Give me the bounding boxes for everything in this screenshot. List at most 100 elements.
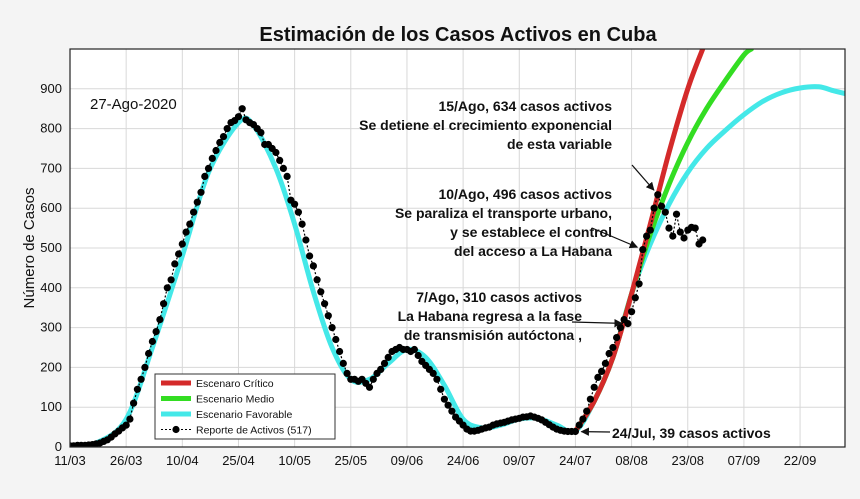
data-point <box>156 316 164 324</box>
data-point <box>343 369 351 377</box>
data-point <box>680 234 688 242</box>
data-point <box>193 198 201 206</box>
annotation: 15/Ago, 634 casos activos Se detiene el c… <box>359 98 655 191</box>
x-tick-label: 08/08 <box>615 453 648 468</box>
data-point <box>635 280 643 288</box>
data-point <box>291 200 299 208</box>
annotation-line: Se detiene el crecimiento exponencial <box>359 117 612 133</box>
x-tick-label: 10/04 <box>166 453 199 468</box>
data-point <box>616 324 625 332</box>
data-point <box>646 226 654 234</box>
data-point <box>365 383 374 391</box>
y-tick-label: 600 <box>40 200 62 215</box>
data-point <box>448 407 456 415</box>
data-point <box>433 375 441 383</box>
x-tick-label: 10/05 <box>278 453 311 468</box>
data-point <box>279 164 287 172</box>
data-point <box>609 343 617 352</box>
annotation: 10/Ago, 496 casos activos Se paraliza el … <box>395 186 639 259</box>
data-point <box>182 228 190 236</box>
y-tick-label: 500 <box>40 240 62 255</box>
x-tick-labels: 11/03 26/03 10/04 25/04 10/05 25/05 09/06 24/06… <box>54 453 816 468</box>
annotation-line: y se establece el control <box>450 224 612 240</box>
data-point <box>628 308 636 316</box>
data-point <box>126 415 134 423</box>
x-tick-label: 26/03 <box>110 453 143 468</box>
data-point <box>257 129 265 137</box>
data-point <box>302 236 310 244</box>
data-point <box>197 188 205 196</box>
annotation-line: del acceso a La Habana <box>454 243 612 259</box>
y-axis-label: Número de Casos <box>21 188 38 309</box>
data-point <box>234 113 243 121</box>
data-point <box>377 365 385 373</box>
chart-title: Estimación de los Casos Activos en Cuba <box>259 24 657 46</box>
data-point <box>306 252 314 260</box>
data-point <box>190 208 198 216</box>
data-point <box>598 367 606 375</box>
y-tick-label: 800 <box>40 121 62 136</box>
data-point <box>444 401 452 409</box>
data-point <box>309 262 317 270</box>
data-point <box>137 375 145 383</box>
axes-box <box>69 48 846 448</box>
x-tick-label: 22/09 <box>784 453 817 468</box>
x-tick-label: 25/05 <box>335 453 368 468</box>
annotation: 24/Jul, 39 casos activos <box>580 425 771 441</box>
data-point <box>171 260 179 268</box>
data-point <box>186 220 194 228</box>
annotation: 7/Ago, 310 casos activos La Habana regres… <box>398 289 623 343</box>
data-point <box>219 133 228 141</box>
data-point <box>613 334 621 342</box>
data-point <box>384 353 392 361</box>
annotation-line: 15/Ago, 634 casos activos <box>438 98 612 114</box>
data-point <box>208 154 216 162</box>
legend-label: Escenario Favorable <box>196 409 292 421</box>
legend-label: Escenaro Crítico <box>196 378 274 390</box>
data-point <box>141 363 149 371</box>
annotation-line: La Habana regresa a la fase <box>398 308 583 324</box>
data-point <box>590 383 598 391</box>
data-point <box>676 228 684 236</box>
y-tick-label: 300 <box>40 320 62 335</box>
data-point <box>440 395 448 403</box>
data-point <box>283 172 291 180</box>
x-tick-label: 07/09 <box>728 453 761 468</box>
annotation-arrow <box>631 164 655 191</box>
data-point <box>601 359 610 367</box>
data-point <box>212 146 220 155</box>
legend-label: Escenario Medio <box>196 394 274 406</box>
y-tick-label: 900 <box>40 81 62 96</box>
y-tick-label: 700 <box>40 160 62 175</box>
data-point <box>317 288 325 296</box>
x-tick-label: 09/07 <box>503 453 536 468</box>
legend: Escenaro Crítico Escenario Medio Escenario… <box>154 373 336 440</box>
data-point <box>657 202 666 210</box>
data-point <box>672 210 681 218</box>
legend-marker <box>172 425 180 434</box>
data-point <box>204 164 213 172</box>
data-point <box>605 349 613 358</box>
data-point <box>175 250 183 258</box>
data-point <box>152 328 160 336</box>
data-point <box>276 156 284 164</box>
data-point <box>594 373 602 381</box>
data-point <box>178 240 186 248</box>
data-point <box>624 320 632 328</box>
y-tick-label: 200 <box>40 359 62 374</box>
data-point <box>321 300 329 308</box>
data-point <box>579 415 587 423</box>
x-tick-label: 23/08 <box>671 453 704 468</box>
x-tick-label: 11/03 <box>54 453 86 468</box>
data-point <box>665 224 673 232</box>
annotations: 15/Ago, 634 casos activos Se detiene el c… <box>359 98 771 441</box>
data-point <box>122 421 130 429</box>
data-point <box>410 345 418 354</box>
data-point <box>414 351 422 360</box>
data-point <box>583 407 591 415</box>
data-point <box>586 395 595 403</box>
data-point <box>332 335 340 344</box>
data-point <box>148 337 156 346</box>
